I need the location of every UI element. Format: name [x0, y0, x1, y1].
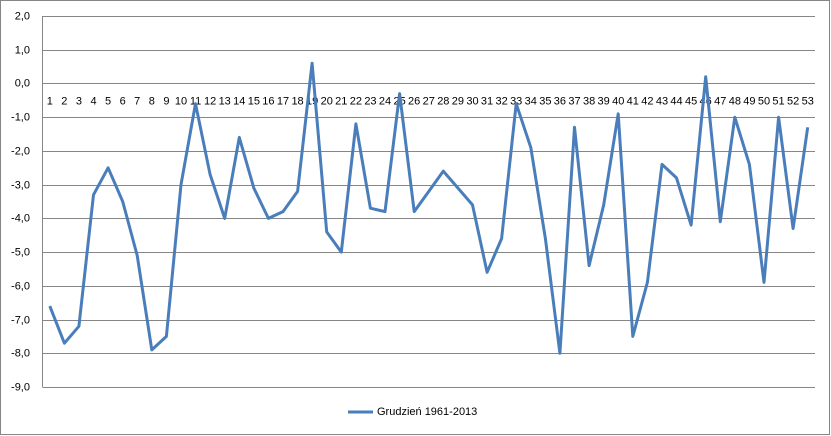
y-tick-label: 2,0: [15, 10, 30, 22]
x-tick-label: 1: [47, 95, 53, 107]
x-tick-label: 29: [452, 95, 464, 107]
x-tick-label: 40: [612, 95, 624, 107]
x-tick-label: 18: [291, 95, 303, 107]
x-tick-label: 33: [510, 95, 522, 107]
x-tick-label: 34: [525, 95, 537, 107]
y-tick-label: -6,0: [11, 280, 30, 292]
x-tick-label: 42: [641, 95, 653, 107]
x-tick-label: 28: [437, 95, 449, 107]
x-tick-label: 51: [772, 95, 784, 107]
x-tick-label: 52: [787, 95, 799, 107]
x-tick-label: 10: [175, 95, 187, 107]
x-tick-label: 43: [656, 95, 668, 107]
x-tick-label: 35: [539, 95, 551, 107]
x-tick-label: 45: [685, 95, 697, 107]
x-tick-label: 14: [233, 95, 245, 107]
y-tick-label: -4,0: [11, 212, 30, 224]
x-tick-label: 44: [670, 95, 682, 107]
x-tick-label: 50: [758, 95, 770, 107]
x-tick-label: 9: [163, 95, 169, 107]
x-tick-label: 32: [496, 95, 508, 107]
x-tick-label: 48: [729, 95, 741, 107]
x-tick-label: 16: [262, 95, 274, 107]
x-tick-label: 38: [583, 95, 595, 107]
x-tick-label: 17: [277, 95, 289, 107]
x-tick-label: 3: [76, 95, 82, 107]
x-tick-label: 36: [554, 95, 566, 107]
x-tick-label: 53: [802, 95, 814, 107]
x-tick-label: 24: [379, 95, 391, 107]
x-tick-label: 30: [466, 95, 478, 107]
x-tick-label: 39: [598, 95, 610, 107]
x-tick-label: 41: [627, 95, 639, 107]
x-tick-label: 11: [190, 95, 201, 107]
y-tick-label: -2,0: [11, 145, 30, 157]
x-tick-label: 5: [105, 95, 111, 107]
y-tick-label: -5,0: [11, 246, 30, 258]
x-tick-label: 20: [321, 95, 333, 107]
x-tick-label: 47: [714, 95, 726, 107]
x-tick-label: 23: [364, 95, 376, 107]
x-tick-label: 21: [335, 95, 347, 107]
x-tick-label: 31: [481, 95, 493, 107]
x-tick-label: 7: [134, 95, 140, 107]
x-tick-label: 4: [90, 95, 96, 107]
y-tick-label: 1,0: [15, 44, 30, 56]
x-tick-label: 26: [408, 95, 420, 107]
x-tick-label: 27: [423, 95, 435, 107]
y-tick-label: 0,0: [15, 77, 30, 89]
x-tick-label: 6: [120, 95, 126, 107]
y-tick-label: -8,0: [11, 347, 30, 359]
y-tick-label: -7,0: [11, 314, 30, 326]
x-tick-label: 8: [149, 95, 155, 107]
series-line: [48, 61, 810, 355]
x-tick-label: 49: [743, 95, 755, 107]
x-tick-label: 22: [350, 95, 362, 107]
x-tick-label: 15: [248, 95, 260, 107]
legend-label: Grudzień 1961-2013: [377, 406, 477, 418]
y-tick-label: -3,0: [11, 179, 30, 191]
y-tick-label: -1,0: [11, 111, 30, 123]
y-tick-label: -9,0: [11, 381, 30, 393]
x-tick-label: 37: [568, 95, 580, 107]
x-tick-label: 2: [61, 95, 67, 107]
x-tick-label: 13: [219, 95, 231, 107]
x-tick-label: 12: [204, 95, 216, 107]
